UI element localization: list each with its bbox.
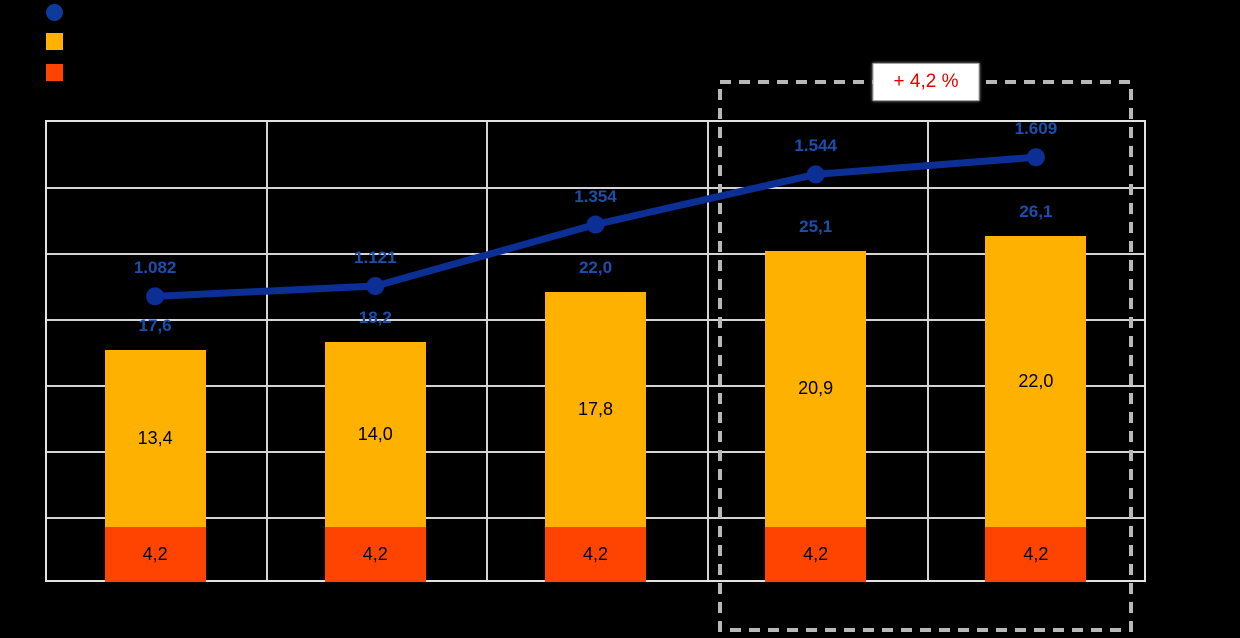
- line-point: [586, 215, 605, 234]
- bar-orange-segment: 4,2: [545, 526, 646, 582]
- gridline-vertical: [706, 122, 709, 580]
- gridline-vertical: [926, 122, 929, 580]
- line-point-label: 1.544: [794, 136, 837, 156]
- bar-total-label: 26,1: [1019, 202, 1053, 222]
- bar-yellow-segment-label: 20,9: [798, 378, 834, 399]
- line-point: [1026, 148, 1045, 167]
- line-point-label: 1.354: [574, 186, 617, 206]
- legend-orange-series-icon: [46, 64, 63, 81]
- line-point-label: 1.121: [354, 248, 397, 268]
- bar-orange-segment: 4,2: [324, 526, 426, 582]
- bar-total-label: 22,0: [578, 257, 613, 277]
- bar-yellow-segment: 17,8: [545, 291, 646, 527]
- gridline-vertical: [266, 122, 269, 580]
- bar-yellow-segment-label: 17,8: [577, 398, 614, 419]
- legend-line-series-icon: [46, 4, 63, 21]
- bar-orange-segment: 4,2: [985, 526, 1087, 582]
- bar-orange-segment: 4,2: [765, 526, 867, 582]
- annotation-text: + 4,2 %: [893, 71, 959, 92]
- bar-yellow-segment: 13,4: [104, 349, 206, 527]
- line-point: [806, 165, 825, 184]
- bar-yellow-segment-label: 14,0: [357, 423, 393, 444]
- bar-yellow-segment-label: 13,4: [137, 427, 173, 448]
- bar-orange-segment-label: 4,2: [362, 543, 388, 564]
- bar-yellow-segment: 14,0: [324, 341, 426, 527]
- bar-yellow-segment-label: 22,0: [1018, 370, 1054, 391]
- bar-total-label: 17,6: [138, 315, 172, 335]
- gridline-horizontal: [47, 253, 1144, 255]
- bar-total-label: 25,1: [799, 216, 833, 236]
- bar-orange-segment: 4,2: [104, 526, 206, 582]
- bar-orange-segment-label: 4,2: [142, 543, 168, 564]
- gridline-horizontal: [47, 187, 1144, 189]
- annotation-box: + 4,2 %: [872, 63, 980, 101]
- legend-yellow-series-icon: [46, 33, 63, 50]
- bar-orange-segment-label: 4,2: [582, 543, 609, 564]
- line-point-label: 1.609: [1014, 119, 1058, 139]
- bar-yellow-segment: 20,9: [765, 250, 867, 527]
- line-point: [146, 287, 165, 306]
- bar-yellow-segment: 22,0: [985, 236, 1087, 527]
- bar-total-label: 18,2: [358, 307, 392, 327]
- gridline-vertical: [486, 122, 489, 580]
- bar-orange-segment-label: 4,2: [1023, 543, 1049, 564]
- bar-orange-segment-label: 4,2: [803, 543, 829, 564]
- highlight-dashed-rect: [718, 80, 1133, 632]
- line-point: [366, 277, 385, 296]
- line-point-label: 1.082: [133, 258, 177, 278]
